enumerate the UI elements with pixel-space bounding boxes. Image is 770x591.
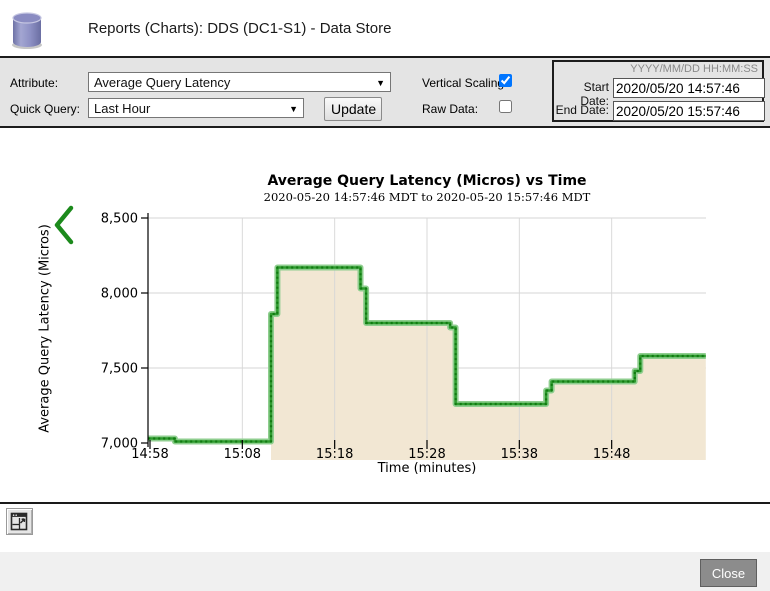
raw-data-checkbox[interactable] [499, 100, 512, 113]
control-bar: Attribute: Average Query Latency ▼ Quick… [0, 56, 770, 128]
quick-query-select[interactable]: Last Hour ▼ [88, 98, 304, 118]
database-icon [12, 12, 42, 49]
svg-text:15:38: 15:38 [501, 447, 538, 462]
svg-text:15:48: 15:48 [593, 447, 630, 462]
svg-text:7,000: 7,000 [101, 437, 138, 452]
update-button[interactable]: Update [324, 97, 382, 121]
end-date-input[interactable] [613, 101, 765, 121]
chevron-down-icon: ▼ [289, 104, 298, 114]
x-axis-label: Time (minutes) [377, 461, 477, 476]
chart-title: Average Query Latency (Micros) vs Time [267, 173, 587, 189]
attribute-select-value: Average Query Latency [94, 74, 231, 90]
end-date-label: End Date: [555, 103, 609, 117]
svg-text:8,500: 8,500 [101, 212, 138, 227]
vertical-scaling-checkbox[interactable] [499, 74, 512, 87]
svg-text:14:58: 14:58 [131, 447, 168, 462]
svg-text:15:18: 15:18 [316, 447, 353, 462]
quick-query-label: Quick Query: [10, 102, 81, 116]
raw-data-label: Raw Data: [422, 102, 479, 116]
attribute-label: Attribute: [10, 76, 59, 90]
chart-subtitle: 2020-05-20 14:57:46 MDT to 2020-05-20 15… [263, 190, 591, 204]
footer-bar: Close [0, 552, 770, 591]
date-format-hint: YYYY/MM/DD HH:MM:SS [630, 63, 758, 75]
page-title: Reports (Charts): DDS (DC1-S1) - Data St… [88, 20, 392, 37]
attribute-select[interactable]: Average Query Latency ▼ [88, 72, 391, 92]
line-series-legend-icon [54, 205, 74, 245]
start-date-label: Start Date: [580, 80, 609, 108]
date-range-panel: YYYY/MM/DD HH:MM:SS Start Date: End Date… [552, 60, 765, 122]
separator-line [0, 502, 770, 504]
svg-text:15:28: 15:28 [408, 447, 445, 462]
new-window-icon [10, 512, 28, 531]
open-in-new-window-button[interactable] [6, 508, 33, 535]
quick-query-select-value: Last Hour [94, 100, 151, 116]
svg-text:15:08: 15:08 [224, 447, 261, 462]
start-date-input[interactable] [613, 78, 765, 98]
vertical-scaling-label: Vertical Scaling: [422, 76, 508, 90]
latency-step-chart: 7,000 7,500 8,000 8,500 14:58 15:08 15:18 15:28… [101, 212, 706, 462]
svg-text:8,000: 8,000 [101, 287, 138, 302]
close-button[interactable]: Close [700, 559, 757, 587]
chevron-down-icon: ▼ [376, 78, 385, 88]
svg-text:7,500: 7,500 [101, 362, 138, 377]
